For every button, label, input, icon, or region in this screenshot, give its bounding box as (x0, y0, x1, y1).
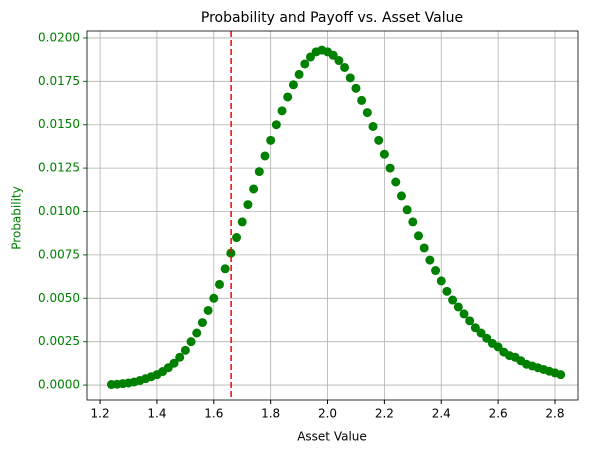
y-tick-label: 0.0100 (38, 204, 80, 218)
data-point (243, 200, 253, 210)
data-point (203, 305, 213, 315)
data-point (232, 233, 242, 243)
data-point (277, 106, 287, 116)
x-tick-label: 1.2 (91, 407, 110, 421)
data-point (465, 316, 475, 326)
data-point (305, 52, 315, 62)
data-point (271, 120, 281, 130)
data-point (470, 323, 480, 333)
x-tick-label: 2.6 (489, 407, 508, 421)
data-point (351, 83, 361, 93)
data-point (374, 135, 384, 145)
x-tick-label: 2.0 (318, 407, 337, 421)
data-point (260, 151, 270, 161)
data-point (431, 266, 441, 276)
data-point (254, 167, 264, 177)
x-axis-label: Asset Value (297, 430, 367, 444)
data-point (226, 248, 236, 258)
data-point (442, 286, 452, 296)
data-point (300, 59, 310, 69)
y-tick-label: 0.0025 (38, 334, 80, 348)
data-point (186, 337, 196, 347)
data-point (459, 309, 469, 319)
data-point (453, 302, 463, 312)
data-point (368, 121, 378, 131)
x-tick-label: 1.6 (204, 407, 223, 421)
data-point (266, 135, 276, 145)
data-point (385, 163, 395, 173)
data-point (396, 191, 406, 201)
data-point (476, 328, 486, 338)
data-point (214, 279, 224, 289)
data-point (288, 80, 298, 90)
data-point (237, 217, 247, 227)
data-point (448, 295, 458, 305)
data-point (357, 95, 367, 105)
data-point (493, 342, 503, 352)
y-tick-label: 0.0050 (38, 291, 80, 305)
x-tick-label: 2.4 (432, 407, 451, 421)
data-point (391, 177, 401, 187)
data-point (197, 318, 207, 328)
data-point (283, 92, 293, 102)
data-point (362, 108, 372, 118)
x-tick-label: 1.8 (261, 407, 280, 421)
x-tick-label: 2.8 (545, 407, 564, 421)
y-tick-label: 0.0000 (38, 378, 80, 392)
plot-frame (86, 30, 579, 401)
y-tick-label: 0.0150 (38, 117, 80, 131)
y-tick-label: 0.0200 (38, 30, 80, 44)
chart-title: Probability and Payoff vs. Asset Value (201, 10, 463, 26)
data-point (482, 333, 492, 343)
data-point (328, 50, 338, 60)
y-tick-label: 0.0175 (38, 74, 80, 88)
data-point (408, 217, 418, 227)
data-point (334, 56, 344, 66)
data-point (220, 264, 230, 274)
x-tick-label: 2.2 (375, 407, 394, 421)
data-point (556, 370, 566, 380)
y-tick-label: 0.0075 (38, 247, 80, 261)
y-axis-label: Probability (10, 186, 24, 249)
data-point (192, 328, 202, 338)
data-point (425, 255, 435, 265)
data-point (419, 243, 429, 253)
data-point (209, 293, 219, 303)
x-tick-label: 1.4 (147, 407, 166, 421)
data-point (294, 69, 304, 79)
data-point (340, 62, 350, 72)
data-point (249, 184, 259, 194)
data-point (175, 352, 185, 362)
data-point (436, 276, 446, 286)
data-point (345, 73, 355, 83)
data-point (180, 345, 190, 355)
data-point (414, 231, 424, 241)
data-point (379, 149, 389, 159)
y-tick-label: 0.0125 (38, 161, 80, 175)
data-point (402, 205, 412, 215)
data-point (169, 358, 179, 368)
